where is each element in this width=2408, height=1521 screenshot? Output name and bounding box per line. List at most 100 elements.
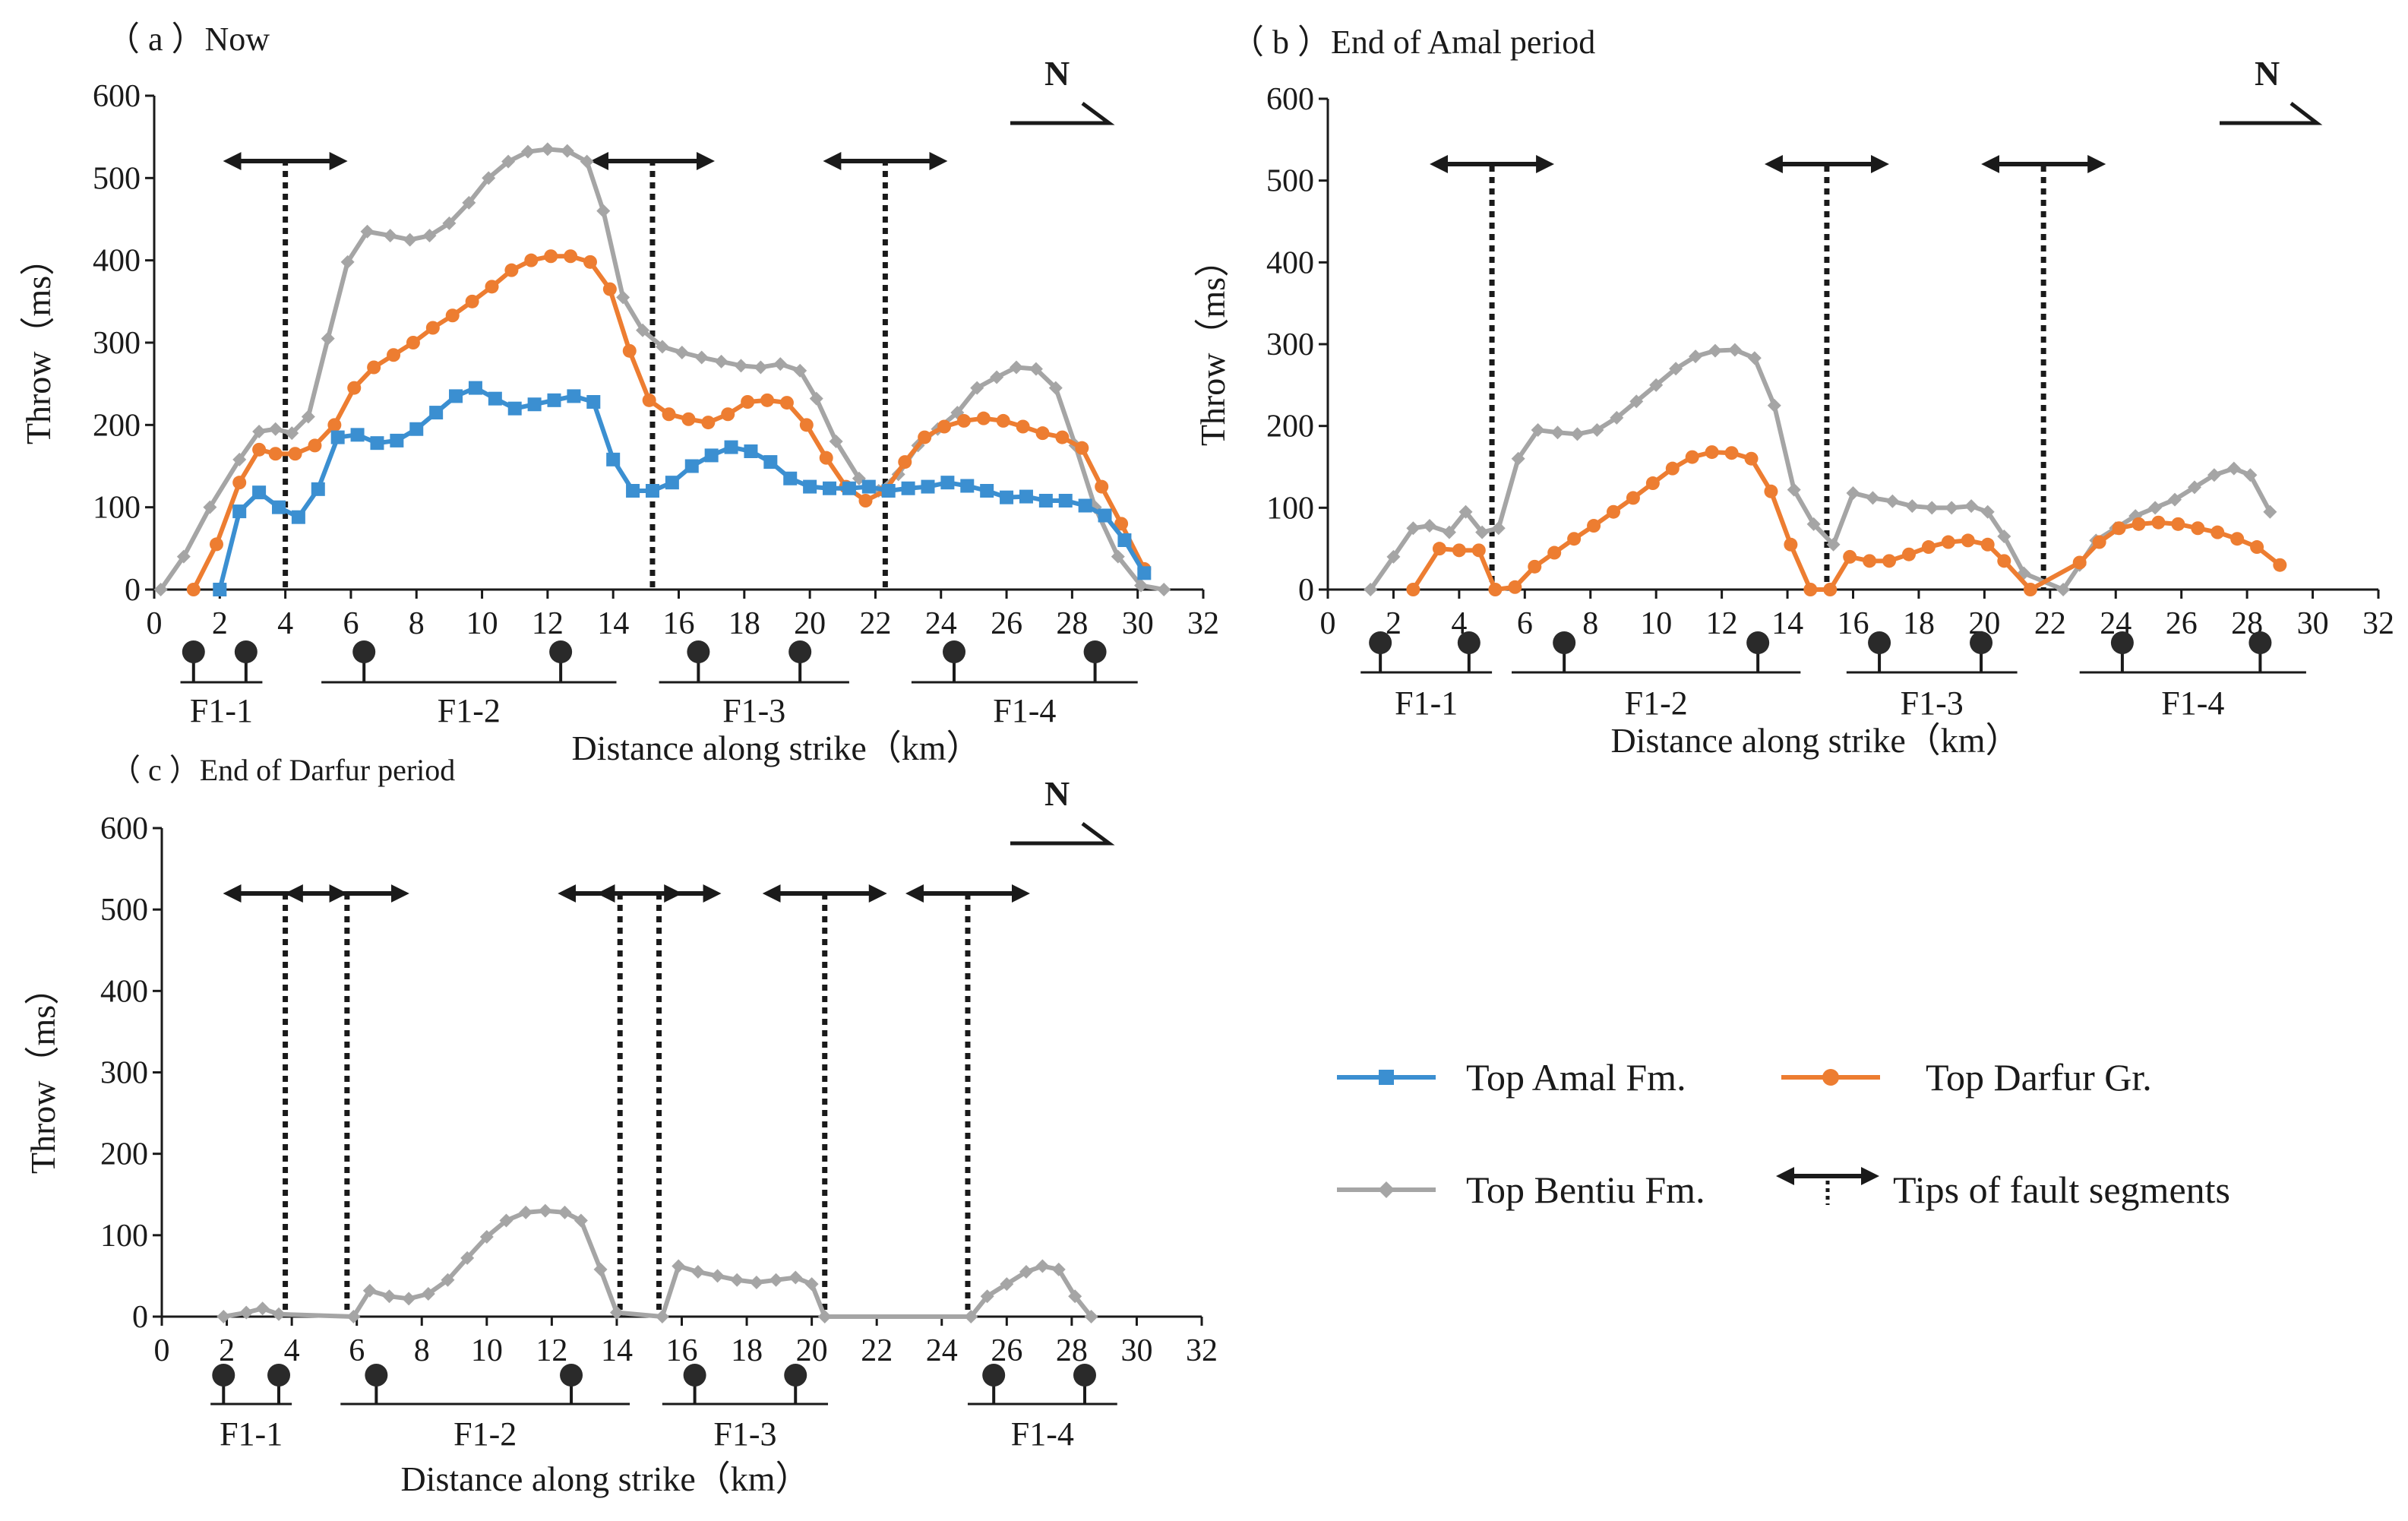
data-point-amal xyxy=(763,455,778,470)
x-tick-label: 32 xyxy=(1187,606,1219,641)
data-point-amal xyxy=(1038,494,1053,508)
data-point-bentiu xyxy=(176,549,191,564)
data-point-bentiu xyxy=(441,1273,455,1287)
data-point-darfur xyxy=(327,418,342,432)
data-point-bentiu xyxy=(1669,362,1683,376)
data-point-bentiu xyxy=(1885,494,1900,508)
data-point-darfur xyxy=(2092,535,2106,549)
x-tick-label: 18 xyxy=(1903,606,1935,641)
data-point-bentiu xyxy=(1035,1259,1050,1273)
data-point-amal xyxy=(527,397,542,412)
panel-c-north-arrow: N xyxy=(1010,774,1115,846)
fault-segment-label: F1-1 xyxy=(190,692,253,729)
data-point-darfur xyxy=(252,442,267,457)
data-point-darfur xyxy=(504,263,519,277)
data-point-darfur xyxy=(858,494,873,508)
data-point-darfur xyxy=(1626,491,1640,505)
legend-item-bentiu: Top Bentiu Fm. xyxy=(1337,1168,1705,1211)
y-tick-label: 500 xyxy=(93,161,141,196)
y-tick-label: 500 xyxy=(100,893,148,928)
data-point-darfur xyxy=(1803,583,1818,596)
data-point-bentiu xyxy=(749,1275,763,1289)
y-tick-label: 600 xyxy=(100,811,148,846)
data-point-darfur xyxy=(1587,519,1601,533)
data-point-bentiu xyxy=(360,224,374,239)
data-point-darfur xyxy=(308,438,322,453)
x-tick-label: 12 xyxy=(1706,606,1738,641)
data-point-bentiu xyxy=(519,1205,533,1219)
data-point-darfur xyxy=(721,407,735,422)
data-point-bentiu xyxy=(754,360,768,375)
data-point-darfur xyxy=(186,583,201,596)
fault-segment-label: F1-3 xyxy=(713,1415,776,1453)
y-tick-label: 300 xyxy=(100,1056,148,1091)
x-tick-label: 20 xyxy=(796,1333,828,1368)
data-point-bentiu xyxy=(690,1265,705,1279)
data-point-bentiu xyxy=(1475,525,1490,539)
data-point-darfur xyxy=(445,308,460,323)
data-point-darfur xyxy=(956,413,971,428)
data-point-bentiu xyxy=(346,1310,361,1323)
data-point-bentiu xyxy=(980,1289,994,1304)
data-point-amal xyxy=(606,452,621,466)
legend-item-amal: Top Amal Fm. xyxy=(1337,1056,1686,1099)
data-point-amal xyxy=(488,391,502,406)
x-tick-label: 12 xyxy=(536,1333,567,1368)
data-point-bentiu xyxy=(593,1262,608,1276)
data-point-bentiu xyxy=(636,323,650,337)
data-point-bentiu xyxy=(1866,491,1880,505)
x-tick-label: 18 xyxy=(728,606,760,641)
data-point-darfur xyxy=(2191,521,2205,536)
well-pin-icon xyxy=(365,1364,388,1387)
data-point-darfur xyxy=(288,447,302,461)
data-point-bentiu xyxy=(734,359,748,373)
data-point-darfur xyxy=(1724,446,1739,460)
x-tick-label: 22 xyxy=(859,606,891,641)
data-point-bentiu xyxy=(1051,1262,1066,1276)
data-point-darfur xyxy=(1784,537,1798,552)
data-point-bentiu xyxy=(538,1203,552,1218)
fault-segment-label: F1-1 xyxy=(1395,685,1458,722)
data-point-amal xyxy=(1098,508,1112,523)
well-pin-icon xyxy=(2110,631,2134,654)
data-point-bentiu xyxy=(809,391,823,406)
well-pin-icon xyxy=(234,640,258,663)
data-point-darfur xyxy=(406,336,420,349)
x-tick-label: 16 xyxy=(666,1333,698,1368)
data-point-darfur xyxy=(2112,521,2126,536)
panel-c-title: （ c ）End of Darfur period xyxy=(110,753,455,787)
data-point-darfur xyxy=(1997,554,2011,568)
data-point-amal xyxy=(1019,489,1033,504)
data-point-darfur xyxy=(937,419,952,434)
x-tick-label: 6 xyxy=(343,606,359,641)
y-tick-label: 500 xyxy=(1266,164,1314,199)
legend-item-tips: Tips of fault segments xyxy=(1776,1167,2230,1211)
y-tick-label: 600 xyxy=(93,79,141,114)
data-point-bentiu xyxy=(964,1310,978,1323)
panel-c-end-of-darfur: （ c ）End of Darfur period N 010020030040… xyxy=(24,753,1218,1498)
x-tick-label: 28 xyxy=(1056,1333,1088,1368)
legend-tips-label: Tips of fault segments xyxy=(1893,1168,2230,1211)
data-point-amal xyxy=(567,389,581,403)
data-point-amal xyxy=(291,510,305,524)
data-point-bentiu xyxy=(499,1213,514,1228)
data-point-amal xyxy=(921,479,935,494)
well-pin-icon xyxy=(784,1364,807,1387)
data-point-amal xyxy=(684,459,699,473)
fault-segment-label: F1-1 xyxy=(220,1415,283,1453)
data-point-bentiu xyxy=(239,1305,254,1320)
north-arrow-icon xyxy=(2220,102,2323,125)
panel-a-title: （ a ）Now xyxy=(106,21,270,58)
data-point-amal xyxy=(783,471,798,485)
data-point-bentiu xyxy=(817,1310,832,1323)
panel-b-north-arrow: N xyxy=(2220,54,2323,125)
data-point-darfur xyxy=(1075,441,1089,455)
data-point-amal xyxy=(252,485,267,500)
data-point-darfur xyxy=(976,411,991,425)
well-pin-icon xyxy=(1369,631,1392,654)
well-pin-icon xyxy=(1073,1364,1096,1387)
data-point-bentiu xyxy=(1406,521,1420,536)
x-tick-label: 10 xyxy=(471,1333,503,1368)
data-point-bentiu xyxy=(2148,501,2163,515)
data-point-bentiu xyxy=(383,229,397,243)
